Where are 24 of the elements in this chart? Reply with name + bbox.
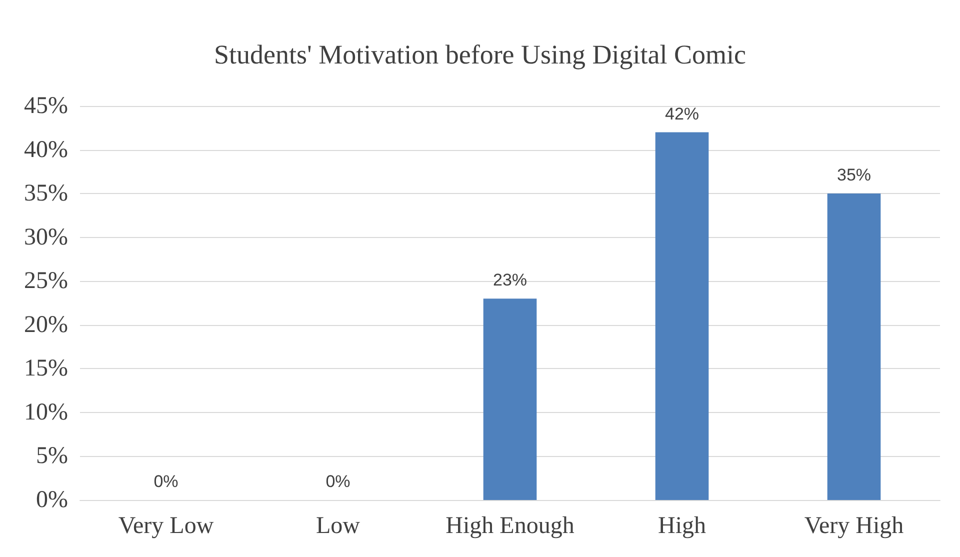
data-label: 35% — [836, 166, 872, 185]
data-label: 23% — [492, 270, 528, 290]
y-tick-label: 20% — [24, 312, 68, 338]
y-tick-label: 30% — [24, 224, 68, 250]
y-tick-label: 25% — [24, 268, 68, 294]
y-tick-label: 0% — [36, 487, 68, 513]
data-label: 0% — [326, 472, 350, 491]
bar — [655, 132, 709, 500]
chart-title: Students' Motivation before Using Digital Comic — [214, 40, 746, 70]
x-tick-label: High Enough — [446, 513, 574, 539]
bar — [827, 194, 881, 500]
x-tick-label: Low — [316, 513, 361, 539]
x-tick-label: High — [658, 513, 706, 539]
bar — [483, 298, 537, 500]
y-tick-label: 5% — [36, 443, 68, 470]
y-tick-label: 10% — [24, 399, 68, 426]
data-label: 42% — [664, 104, 700, 124]
y-tick-label: 15% — [24, 356, 68, 382]
y-tick-label: 35% — [24, 180, 68, 207]
x-tick-label: Very Low — [118, 513, 214, 539]
y-tick-label: 40% — [24, 136, 68, 163]
y-tick-label: 45% — [24, 93, 68, 119]
data-label: 0% — [154, 472, 178, 491]
x-tick-label: Very High — [804, 513, 904, 539]
